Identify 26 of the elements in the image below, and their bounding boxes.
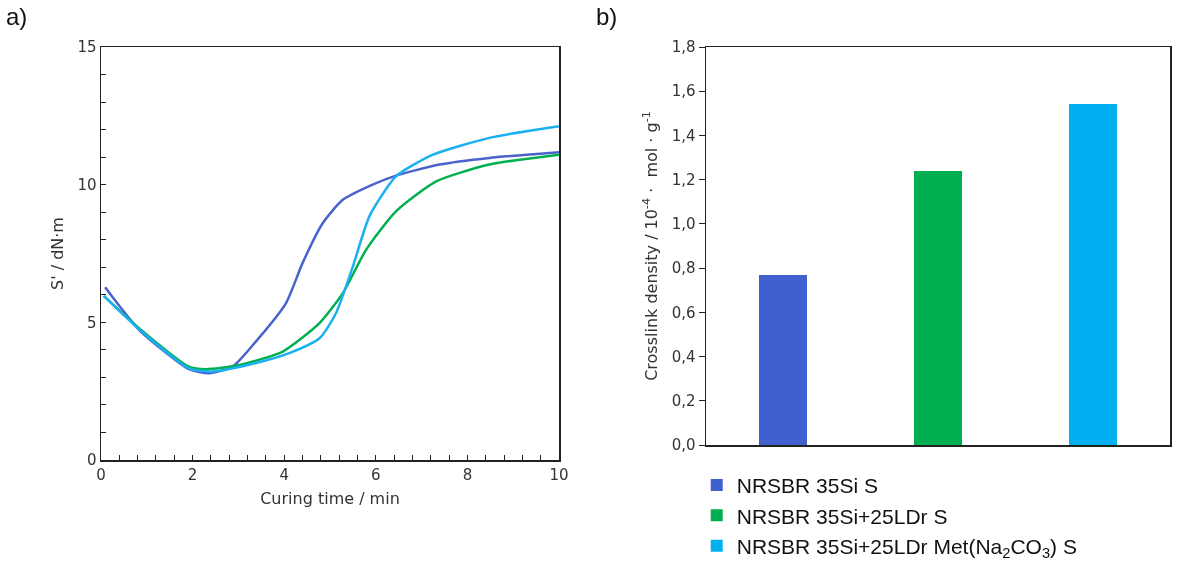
y-tick-label: 1,6 [671,82,696,101]
legend-label: NRSBR 35Si S [736,474,878,498]
y-tick-label: 10 [77,175,97,194]
y-tick-label: 0,2 [671,392,696,411]
x-tick-label: 2 [187,465,198,484]
x-axis-title: Curing time / min [260,488,400,508]
chart-title: b) [595,3,618,31]
y-tick-label: 0,4 [671,347,696,366]
y-tick-label: 0,0 [671,436,696,455]
x-tick-label: 4 [279,465,289,484]
y-axis-title: S' / dN·m [47,217,67,290]
x-tick-label: 6 [371,465,381,484]
y-tick-label: 5 [86,313,97,332]
y-tick-label: 0,8 [671,259,696,278]
y-tick-label: 0 [86,451,97,470]
x-tick-label: 8 [462,465,473,484]
y-tick-label: 15 [77,38,97,57]
y-tick-label: 1,2 [671,170,696,189]
y-tick-label: 1,8 [671,38,696,57]
legend-label: NRSBR 35Si+25LDr Met(Na$_{2}$CO$_{3}$) S [736,534,1077,562]
chart-title: a) [5,3,28,31]
y-tick-label: 1,4 [671,126,696,145]
y-tick-label: 1,0 [671,215,696,234]
y-tick-label: 0,6 [671,303,696,322]
x-tick-label: 10 [549,465,569,484]
legend-label: NRSBR 35Si+25LDr S [736,504,948,528]
